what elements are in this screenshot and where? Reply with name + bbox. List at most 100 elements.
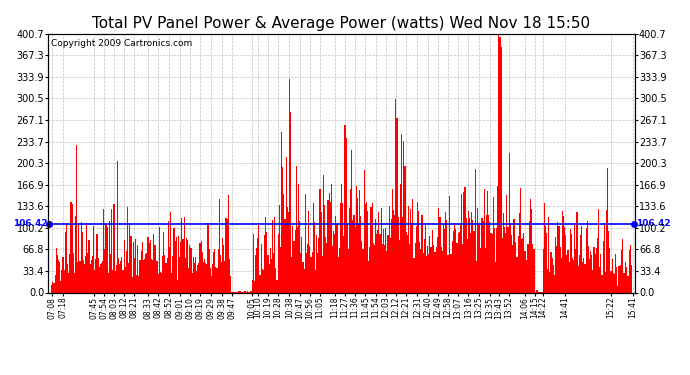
- Bar: [290, 112, 291, 292]
- Bar: [136, 274, 137, 292]
- Bar: [589, 258, 590, 292]
- Bar: [146, 253, 148, 292]
- Bar: [575, 249, 576, 292]
- Bar: [170, 211, 171, 292]
- Bar: [188, 268, 189, 292]
- Bar: [206, 264, 208, 292]
- Bar: [328, 193, 330, 292]
- Bar: [373, 243, 374, 292]
- Bar: [52, 282, 53, 292]
- Bar: [618, 266, 620, 292]
- Bar: [122, 270, 124, 292]
- Bar: [288, 212, 289, 292]
- Bar: [487, 191, 489, 292]
- Bar: [86, 223, 88, 292]
- Bar: [514, 219, 515, 292]
- Bar: [109, 220, 110, 292]
- Bar: [608, 231, 609, 292]
- Bar: [175, 241, 176, 292]
- Bar: [323, 175, 324, 292]
- Bar: [614, 274, 615, 292]
- Bar: [339, 248, 340, 292]
- Bar: [546, 232, 547, 292]
- Bar: [168, 221, 169, 292]
- Bar: [184, 216, 185, 292]
- Bar: [507, 226, 509, 292]
- Bar: [560, 247, 561, 292]
- Bar: [511, 235, 512, 292]
- Bar: [160, 272, 161, 292]
- Bar: [186, 238, 187, 292]
- Bar: [615, 254, 616, 292]
- Bar: [498, 34, 500, 292]
- Bar: [273, 253, 274, 292]
- Bar: [431, 230, 433, 292]
- Bar: [564, 227, 565, 292]
- Bar: [397, 217, 399, 292]
- Bar: [341, 184, 342, 292]
- Bar: [403, 141, 404, 292]
- Bar: [531, 209, 532, 292]
- Bar: [444, 229, 445, 292]
- Bar: [346, 223, 348, 292]
- Bar: [265, 217, 266, 292]
- Bar: [125, 267, 126, 292]
- Bar: [150, 240, 151, 292]
- Bar: [515, 242, 517, 292]
- Bar: [572, 258, 573, 292]
- Bar: [112, 270, 113, 292]
- Bar: [365, 204, 366, 292]
- Bar: [561, 258, 562, 292]
- Bar: [629, 250, 630, 292]
- Bar: [245, 291, 246, 292]
- Bar: [584, 264, 586, 292]
- Bar: [351, 150, 353, 292]
- Bar: [477, 208, 478, 292]
- Bar: [306, 253, 307, 292]
- Bar: [613, 273, 614, 292]
- Bar: [504, 227, 505, 292]
- Bar: [78, 224, 79, 292]
- Bar: [436, 248, 437, 292]
- Bar: [236, 291, 237, 292]
- Bar: [334, 234, 335, 292]
- Bar: [566, 255, 567, 292]
- Bar: [224, 261, 226, 292]
- Bar: [272, 220, 273, 292]
- Bar: [337, 256, 339, 292]
- Bar: [262, 269, 263, 292]
- Bar: [266, 231, 268, 292]
- Bar: [309, 246, 310, 292]
- Bar: [253, 234, 254, 292]
- Bar: [510, 224, 511, 292]
- Bar: [161, 273, 162, 292]
- Bar: [153, 234, 154, 292]
- Bar: [381, 209, 382, 292]
- Bar: [344, 124, 346, 292]
- Bar: [485, 248, 486, 292]
- Bar: [281, 132, 282, 292]
- Bar: [57, 255, 58, 292]
- Bar: [441, 247, 442, 292]
- Bar: [244, 291, 245, 292]
- Bar: [333, 231, 334, 292]
- Bar: [53, 283, 55, 292]
- Bar: [545, 226, 546, 292]
- Bar: [461, 194, 462, 292]
- Bar: [182, 239, 184, 292]
- Bar: [375, 219, 376, 292]
- Bar: [480, 248, 482, 292]
- Bar: [470, 233, 471, 292]
- Bar: [316, 235, 317, 292]
- Bar: [289, 80, 290, 292]
- Bar: [380, 234, 381, 292]
- Bar: [313, 203, 314, 292]
- Bar: [312, 252, 313, 292]
- Bar: [220, 255, 221, 292]
- Bar: [79, 261, 81, 292]
- Bar: [195, 256, 196, 292]
- Bar: [459, 232, 460, 292]
- Bar: [307, 244, 308, 292]
- Bar: [530, 199, 531, 292]
- Bar: [88, 240, 90, 292]
